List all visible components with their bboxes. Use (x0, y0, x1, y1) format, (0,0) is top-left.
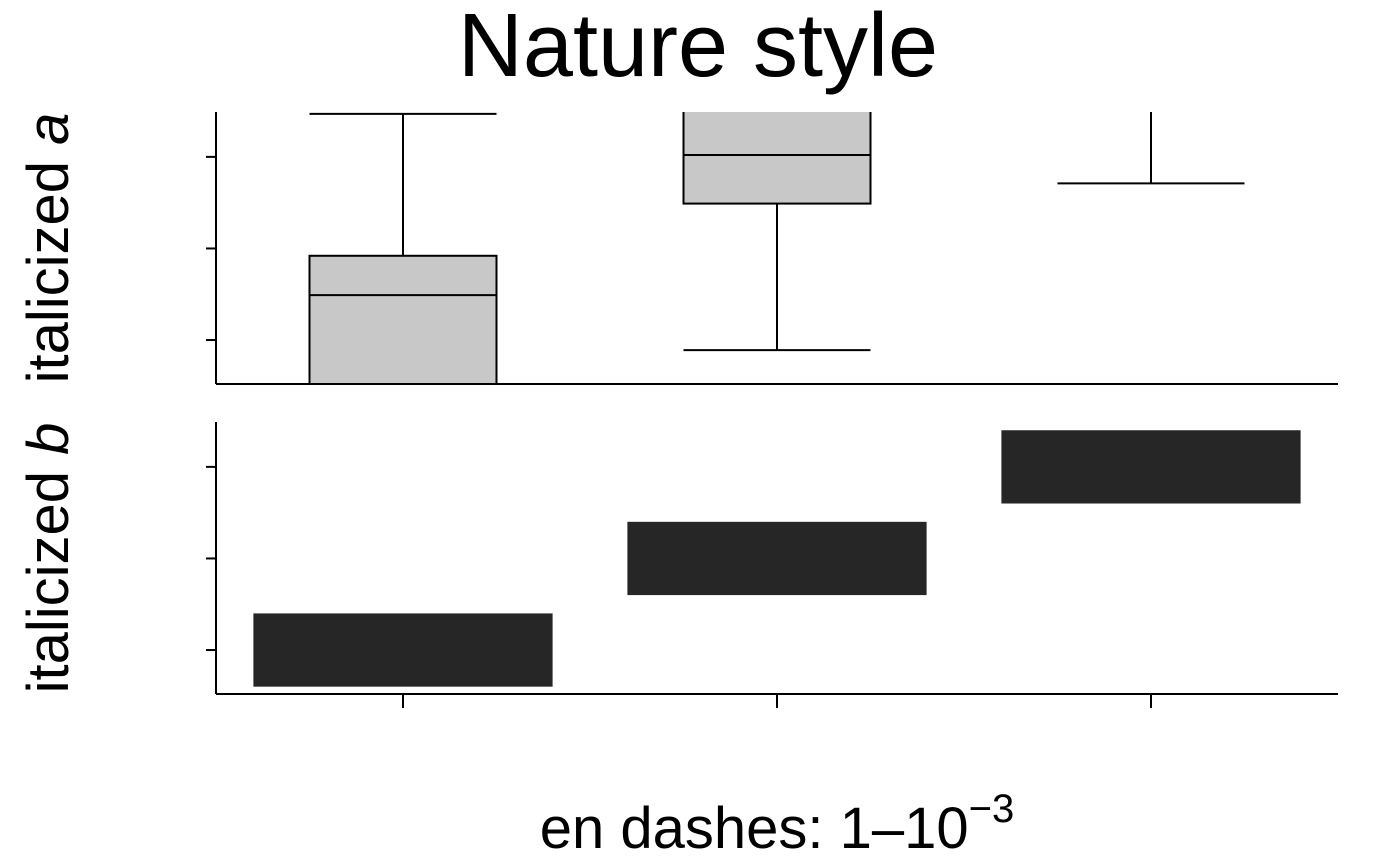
tile (627, 521, 927, 596)
y-axis-label-italic: b (16, 423, 81, 455)
y-axis-label-italic: a (16, 113, 81, 145)
y-axis-label-text: italicized (16, 455, 81, 694)
tile (253, 613, 553, 687)
tile (1001, 430, 1301, 504)
y-axis-label-text: italicized (16, 145, 81, 384)
box (308, 254, 498, 384)
y-axis-label: italicized a (16, 113, 81, 384)
x-axis-label-text: en dashes: 1–10 (540, 796, 969, 861)
y-axis-label: italicized b (16, 423, 81, 694)
chart-title: Nature style (458, 0, 938, 96)
plot-area (308, 65, 1245, 384)
x-axis-label-superscript: −3 (969, 787, 1015, 831)
plot-area (253, 430, 1301, 687)
box (682, 112, 872, 205)
x-axis-label: en dashes: 1–10−3 (540, 787, 1015, 861)
box (1058, 65, 1245, 102)
